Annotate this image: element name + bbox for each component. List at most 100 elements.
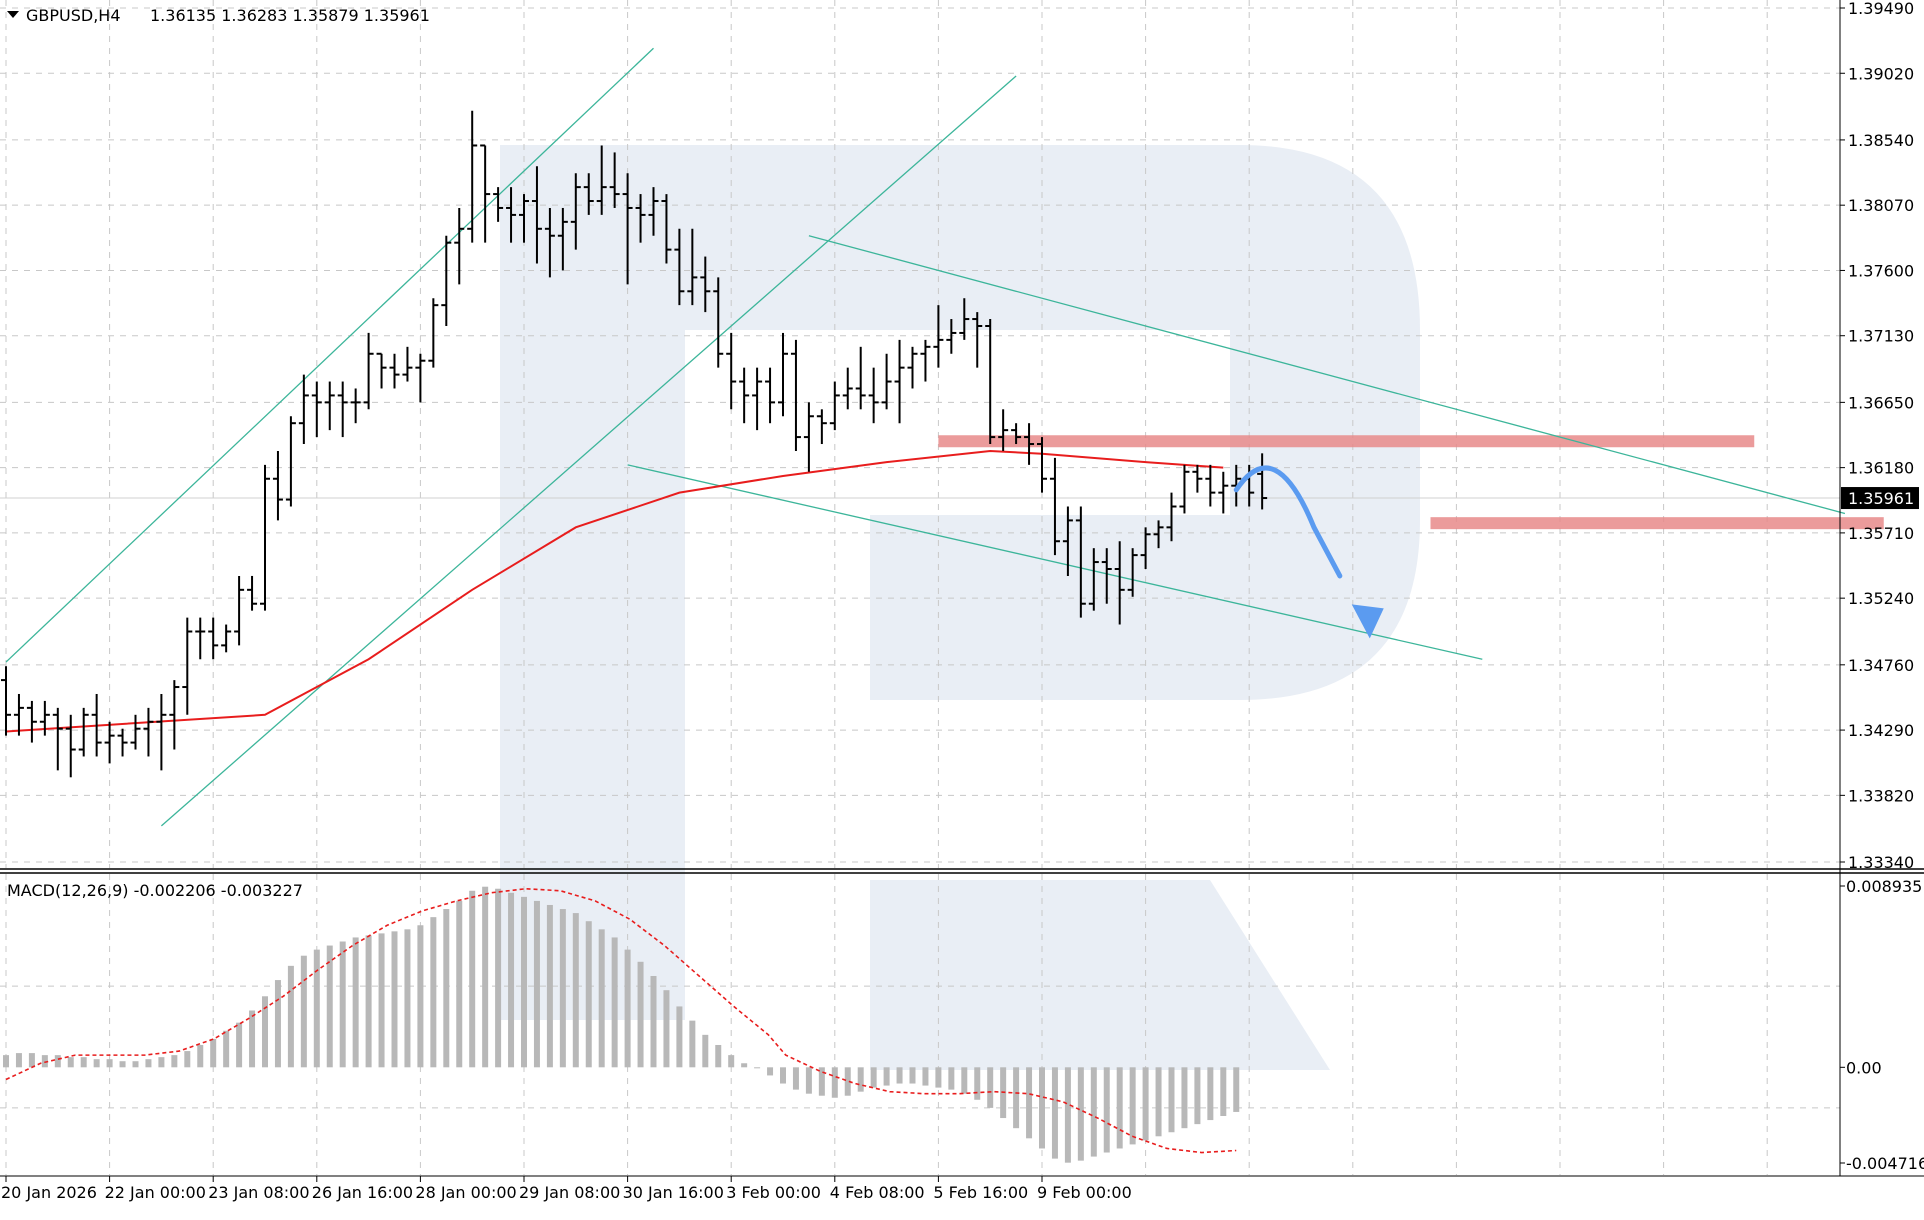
macd-histogram-bar	[80, 1057, 87, 1068]
time-tick-label: 9 Feb 00:00	[1037, 1183, 1132, 1202]
price-tick-label: 1.39490	[1848, 0, 1914, 18]
ohlc-bar	[570, 173, 581, 250]
ohlc-bar	[247, 575, 258, 611]
macd-histogram-bar	[365, 935, 372, 1068]
ohlc-bar	[622, 173, 633, 285]
macd-histogram-bar	[378, 933, 385, 1068]
ohlc-bar	[531, 166, 542, 264]
macd-histogram-bar	[1155, 1067, 1162, 1137]
macd-histogram-bar	[456, 900, 463, 1068]
macd-histogram-bar	[495, 888, 502, 1068]
ohlc-bar	[1127, 548, 1138, 597]
price-tick-label: 1.38070	[1848, 196, 1914, 215]
ohlc-bar	[778, 332, 788, 417]
price-tick-label: 1.33820	[1848, 786, 1914, 805]
macd-histogram-bar	[482, 886, 489, 1068]
ohlc-bar	[648, 187, 659, 236]
ohlc-bar	[350, 388, 361, 424]
macd-tick-label: 0.008935	[1846, 877, 1922, 896]
macd-histogram-bar	[1129, 1067, 1136, 1145]
price-tick-label: 1.34760	[1848, 656, 1914, 675]
ohlc-bar	[117, 728, 128, 757]
macd-histogram-bar	[1194, 1067, 1201, 1125]
macd-histogram-bar	[624, 949, 631, 1068]
ohlc-bar	[816, 409, 827, 445]
ohlc-bar	[195, 617, 206, 660]
forecast-arrow-head-icon	[1351, 604, 1384, 639]
ohlc-bar	[506, 187, 517, 243]
ohlc-bar	[700, 256, 711, 313]
ohlc-bar	[285, 416, 296, 507]
time-tick-label: 28 Jan 00:00	[415, 1183, 516, 1202]
ohlc-bar	[739, 367, 750, 424]
ohlc-bar	[1037, 437, 1047, 493]
ohlc-bar	[156, 693, 167, 771]
macd-panel	[3, 886, 1240, 1163]
macd-histogram-bar	[961, 1067, 968, 1094]
ohlc-bars	[1, 110, 1268, 778]
ohlc-bar	[609, 152, 620, 208]
moving-average-line	[5, 449, 1224, 733]
ohlc-bar	[726, 332, 737, 410]
macd-histogram-bar	[1064, 1067, 1071, 1163]
ohlc-bar	[52, 707, 63, 771]
ohlc-bar	[415, 353, 426, 403]
macd-histogram-bar	[197, 1044, 204, 1068]
macd-histogram-bar	[728, 1055, 735, 1068]
dropdown-triangle-icon[interactable]	[7, 11, 19, 18]
ohlc-bar	[65, 714, 76, 778]
ohlc-bar	[959, 298, 970, 340]
macd-histogram-bar	[883, 1067, 890, 1086]
ohlc-bar	[363, 332, 374, 410]
macd-histogram-bar	[922, 1067, 929, 1086]
macd-histogram-bar	[818, 1067, 825, 1096]
price-tick-label: 1.39020	[1848, 64, 1914, 83]
time-tick-label: 30 Jan 16:00	[623, 1183, 724, 1202]
logo-watermark	[500, 145, 1420, 1070]
ohlc-bar	[1166, 492, 1177, 542]
macd-histogram-bar	[300, 955, 307, 1068]
ohlc-bar	[583, 173, 594, 215]
ohlc-bar	[674, 228, 685, 306]
macd-histogram-bar	[1077, 1067, 1084, 1161]
time-tick-label: 29 Jan 08:00	[519, 1183, 620, 1202]
ohlc-bar	[428, 298, 439, 368]
macd-histogram-bar	[585, 921, 592, 1068]
macd-histogram-bar	[754, 1067, 761, 1069]
ohlc-bar	[635, 194, 646, 243]
ohlc-bar	[596, 145, 607, 215]
ohlc-bar	[1179, 464, 1190, 514]
macd-histogram-bar	[831, 1067, 838, 1098]
ohlc-bar	[544, 207, 555, 278]
macd-histogram-bar	[1233, 1067, 1240, 1112]
macd-histogram-bar	[171, 1055, 178, 1068]
macd-histogram-bar	[106, 1059, 113, 1068]
ohlc-bar	[1075, 506, 1086, 618]
time-tick-label: 22 Jan 00:00	[105, 1183, 206, 1202]
ohlc-bar	[454, 207, 465, 285]
macd-histogram-bar	[857, 1067, 864, 1092]
ohlc-bar	[441, 235, 452, 326]
ohlc-bar	[1140, 527, 1151, 570]
macd-histogram-bar	[67, 1057, 74, 1068]
ohlc-bar	[104, 721, 115, 764]
ohlc-bar	[1114, 541, 1125, 625]
macd-histogram-bar	[974, 1067, 981, 1100]
macd-histogram-bar	[676, 1006, 683, 1068]
ohlc-bar	[13, 693, 24, 736]
macd-histogram-bar	[559, 909, 566, 1068]
time-tick-label: 23 Jan 08:00	[208, 1183, 309, 1202]
macd-histogram-bar	[1181, 1067, 1188, 1129]
ohlc-bar	[78, 707, 89, 757]
macd-histogram-bar	[339, 941, 346, 1068]
ohlc-bar	[933, 305, 944, 368]
macd-histogram-bar	[1039, 1067, 1045, 1149]
ohlc-bar	[208, 617, 219, 660]
ohlc-bar	[765, 367, 776, 424]
ohlc-bar	[337, 381, 348, 438]
forecast-arrow	[1233, 465, 1384, 639]
macd-histogram-bar	[41, 1055, 48, 1068]
macd-histogram-bar	[948, 1067, 955, 1090]
ohlc-bar	[1024, 423, 1035, 465]
